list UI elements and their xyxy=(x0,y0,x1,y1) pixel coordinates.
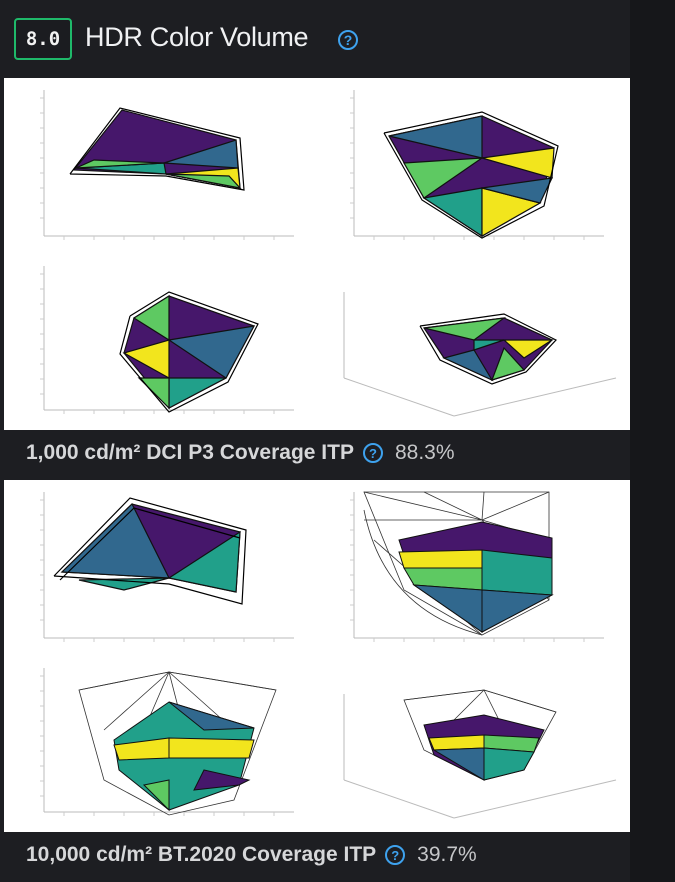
coverage-label: 1,000 cd/m² DCI P3 Coverage ITP xyxy=(26,441,354,464)
hdr-color-volume-panel: 8.0 HDR Color Volume ? xyxy=(0,0,631,867)
section-title: HDR Color Volume xyxy=(85,22,309,52)
color-volume-plot-dci-p3 xyxy=(4,78,631,430)
coverage-value: 39.7% xyxy=(417,843,477,866)
right-gutter xyxy=(630,0,675,882)
coverage-label: 10,000 cd/m² BT.2020 Coverage ITP xyxy=(26,843,377,866)
plot-image-dci-p3 xyxy=(40,90,617,417)
help-icon[interactable]: ? xyxy=(362,443,383,463)
color-volume-plot-bt2020 xyxy=(4,480,631,832)
coverage-row-dci-p3: 1,000 cd/m² DCI P3 Coverage ITP ? 88.3% xyxy=(26,441,455,465)
section-header: 8.0 HDR Color Volume ? xyxy=(0,0,630,78)
help-icon[interactable]: ? xyxy=(385,845,406,865)
score-badge: 8.0 xyxy=(14,18,72,60)
coverage-row-bt2020: 10,000 cd/m² BT.2020 Coverage ITP ? 39.7… xyxy=(26,843,477,867)
coverage-value: 88.3% xyxy=(394,441,455,464)
plot-image-bt2020 xyxy=(40,491,617,819)
help-icon[interactable]: ? xyxy=(338,30,358,50)
